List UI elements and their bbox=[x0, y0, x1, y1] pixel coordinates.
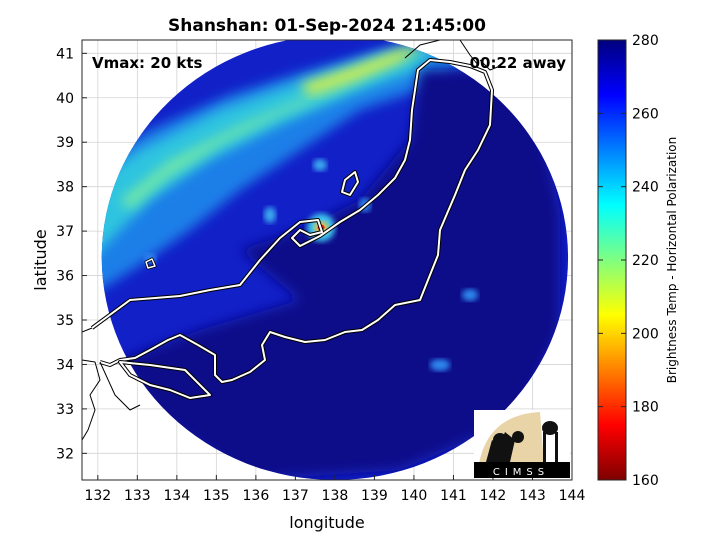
convection-cell bbox=[313, 159, 327, 171]
convection-cell bbox=[430, 359, 450, 371]
y-tick-label: 41 bbox=[56, 46, 74, 62]
colorbar-tick-label: 160 bbox=[632, 473, 659, 489]
colorbar-tick-label: 180 bbox=[632, 400, 659, 416]
x-tick-label: 134 bbox=[163, 488, 190, 504]
x-tick-label: 138 bbox=[322, 488, 349, 504]
y-tick-label: 37 bbox=[56, 224, 74, 240]
dry-band-hot bbox=[300, 45, 425, 95]
logo-wordmark: CIMSS bbox=[493, 467, 549, 478]
x-tick-label: 142 bbox=[480, 488, 507, 504]
colorbar-tick-label: 200 bbox=[632, 326, 659, 342]
plot-frame bbox=[81, 39, 573, 481]
colorbar-tick-label: 240 bbox=[632, 180, 659, 196]
colorbar-tick-label: 220 bbox=[632, 253, 659, 269]
x-axis-label: longitude bbox=[289, 513, 364, 532]
brightness-temp-swath bbox=[101, 40, 569, 480]
x-tick-label: 139 bbox=[361, 488, 388, 504]
y-tick-label: 34 bbox=[56, 357, 74, 373]
x-axis: 132 133 134 135 136 137 138 139 140 141 142 143 144 bbox=[84, 475, 585, 504]
y-tick-label: 33 bbox=[56, 402, 74, 418]
y-tick-label: 39 bbox=[56, 135, 74, 151]
x-tick-label: 140 bbox=[401, 488, 428, 504]
x-tick-label: 143 bbox=[519, 488, 546, 504]
x-tick-label: 135 bbox=[203, 488, 230, 504]
time-away-annotation: 00:22 away bbox=[470, 54, 567, 72]
coastlines bbox=[82, 40, 501, 441]
land-mass bbox=[120, 70, 560, 480]
cimss-logo: CIMSS bbox=[474, 410, 570, 478]
coastline-outside-west bbox=[82, 327, 141, 441]
coastline-outside-north bbox=[404, 40, 501, 71]
x-tick-label: 137 bbox=[282, 488, 309, 504]
dry-band-region bbox=[101, 40, 480, 290]
x-tick-label: 132 bbox=[84, 488, 111, 504]
convection-cell bbox=[462, 289, 478, 301]
colorbar-label: Brightness Temp - Horizontal Polarizatio… bbox=[665, 137, 679, 384]
y-tick-label: 40 bbox=[56, 91, 74, 107]
y-axis: 32 33 34 35 36 37 38 39 40 41 bbox=[56, 46, 87, 462]
dry-band-core bbox=[101, 45, 440, 270]
colorbar-tick-label: 280 bbox=[632, 33, 659, 49]
chart-title: Shanshan: 01-Sep-2024 21:45:00 bbox=[168, 16, 486, 36]
x-tick-label: 144 bbox=[559, 488, 586, 504]
y-tick-label: 38 bbox=[56, 180, 74, 196]
y-tick-label: 35 bbox=[56, 313, 74, 329]
y-axis-label: latitude bbox=[31, 229, 50, 290]
y-tick-label: 32 bbox=[56, 446, 74, 462]
convection-cell bbox=[264, 207, 276, 223]
colorbar-ticks: 160 180 200 220 240 260 280 bbox=[598, 33, 659, 489]
y-tick-label: 36 bbox=[56, 269, 74, 285]
x-tick-label: 133 bbox=[124, 488, 151, 504]
x-tick-label: 136 bbox=[243, 488, 270, 504]
x-tick-label: 141 bbox=[440, 488, 467, 504]
colorbar-tick-label: 260 bbox=[632, 106, 659, 122]
vmax-annotation: Vmax: 20 kts bbox=[92, 54, 202, 72]
